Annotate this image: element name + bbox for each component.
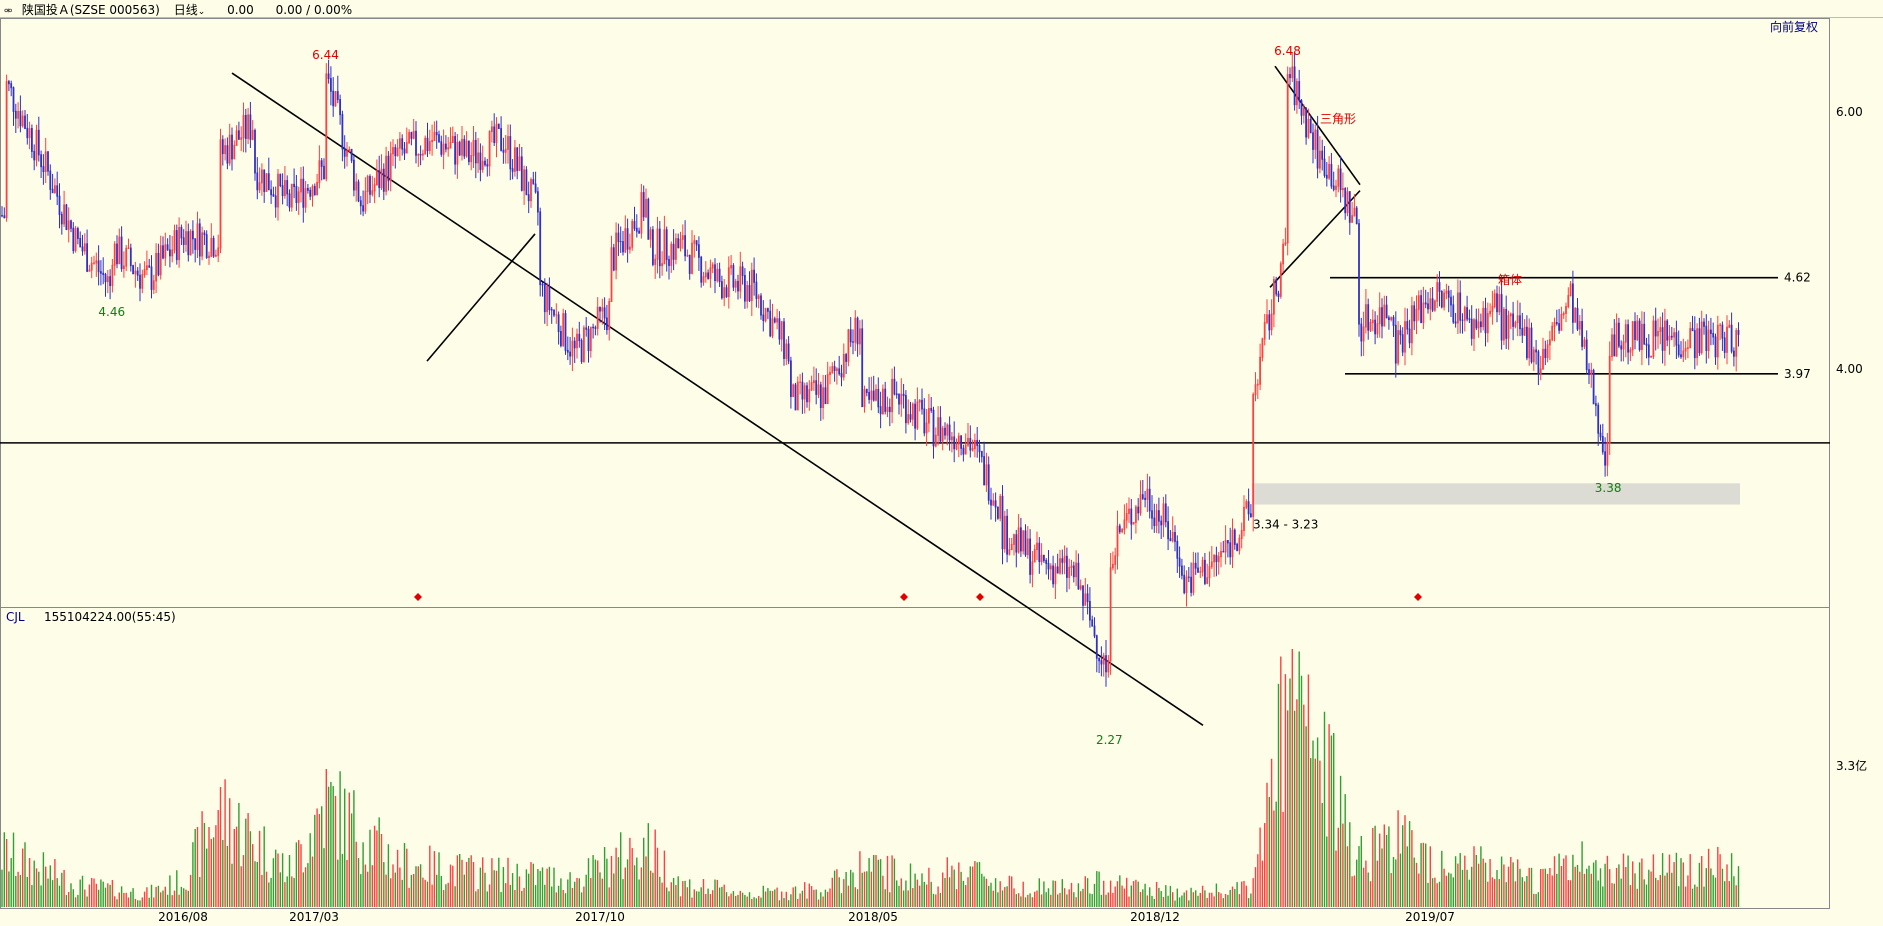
- event-marker-icon: [900, 593, 908, 601]
- event-marker-icon: [1414, 593, 1422, 601]
- overlay-layer: [0, 65, 1830, 726]
- y-tick-label: 6.00: [1836, 105, 1863, 119]
- downtrend-line: [231, 72, 1204, 726]
- chart-frame: [0, 17, 1883, 909]
- volume-series: [1, 648, 1740, 907]
- chain-link-icon[interactable]: ⚮: [4, 6, 13, 17]
- y-tick-label: 4.00: [1836, 362, 1863, 376]
- x-tick-label: 2018/12: [1130, 910, 1180, 924]
- price-extreme-label: 6.48: [1274, 44, 1301, 58]
- box-annotation: 箱体: [1498, 272, 1522, 287]
- period-selector[interactable]: 日线⌄: [173, 3, 206, 17]
- chart-text-layer: 2016/08 2017/03 2017/10 2018/05 2018/12 2019/…: [6, 44, 1867, 924]
- change-percent: 0.00 / 0.00%: [275, 3, 353, 17]
- x-tick-label: 2017/03: [289, 910, 339, 924]
- level-label: 4.62: [1784, 271, 1811, 285]
- chevron-down-icon: ⌄: [197, 7, 206, 17]
- volume-indicator-value: 155104224.00(55:45): [44, 610, 176, 624]
- gap-zone: [1252, 483, 1740, 505]
- x-tick-label: 2018/05: [848, 910, 898, 924]
- event-marker-icon: [414, 593, 422, 601]
- uptrend-line: [426, 233, 536, 362]
- volume-indicator-name: CJL: [6, 610, 25, 624]
- event-marker-icon: [976, 593, 984, 601]
- x-tick-label: 2019/07: [1405, 910, 1455, 924]
- stock-title: 陕国投Ａ(SZSE 000563): [21, 3, 160, 17]
- price-extreme-label: 2.27: [1096, 733, 1123, 747]
- x-tick-label: 2017/10: [575, 910, 625, 924]
- volume-y-tick-label: 3.3亿: [1836, 758, 1867, 773]
- price-extreme-label: 6.44: [312, 48, 339, 62]
- level-label: 3.97: [1784, 367, 1811, 381]
- gap-zone-label: 3.34 - 3.23: [1253, 518, 1318, 532]
- plot-border: [0, 18, 1830, 909]
- candlestick-series: [1, 52, 1740, 687]
- change-value: 0.00: [227, 3, 254, 17]
- triangle-annotation: 三角形: [1320, 112, 1356, 126]
- chart-header: ⚮ 陕国投Ａ(SZSE 000563) 日线⌄ 0.00 0.00 / 0.00…: [4, 1, 352, 17]
- price-extreme-label: 4.46: [98, 305, 125, 319]
- x-tick-label: 2016/08: [158, 910, 208, 924]
- adjust-mode-button[interactable]: 向前复权: [1770, 20, 1819, 34]
- price-extreme-label: 3.38: [1595, 481, 1622, 495]
